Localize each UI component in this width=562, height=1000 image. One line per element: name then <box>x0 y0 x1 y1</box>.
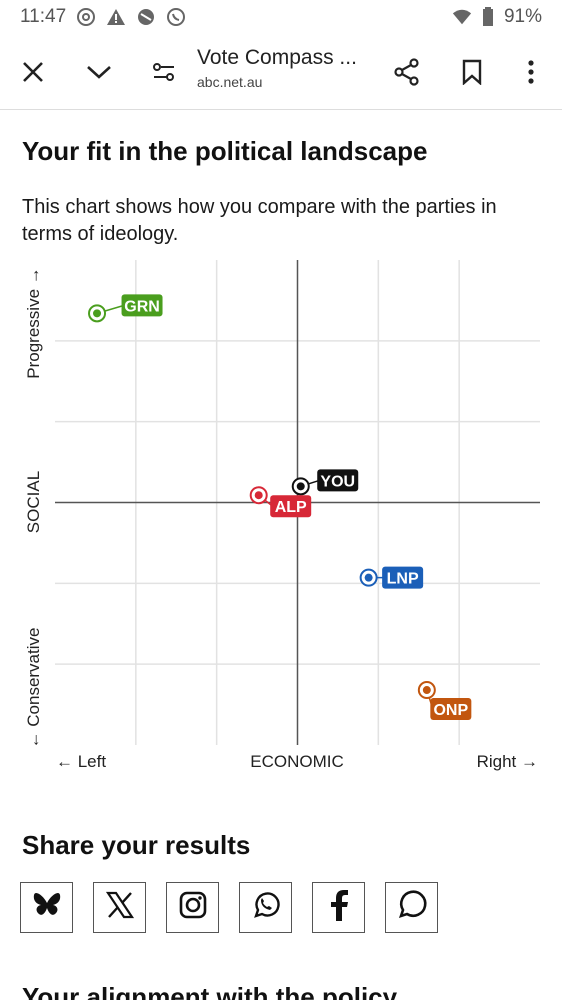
point-you: YOU <box>291 469 359 496</box>
whatsapp-icon <box>166 7 186 27</box>
point-label: LNP <box>387 571 419 588</box>
point-lnp: LNP <box>359 566 424 589</box>
chevron-down-icon[interactable] <box>77 50 121 94</box>
next-section-heading: Your alignment with the policy <box>22 982 398 1000</box>
whatsapp-icon <box>250 889 282 926</box>
point-label-badge <box>430 698 472 721</box>
point-label-badge <box>270 495 312 518</box>
whatsapp-share-button[interactable] <box>239 882 292 933</box>
share-title: Share your results <box>22 830 251 860</box>
point-label-badge <box>317 469 359 492</box>
y-bottom-label: ← Conservative <box>24 628 43 749</box>
browser-toolbar: Vote Compass ... abc.net.au <box>0 34 562 110</box>
bluesky-icon <box>31 891 63 924</box>
share-icon[interactable] <box>385 50 429 94</box>
messenger-share-button[interactable] <box>385 882 438 933</box>
page-title: Vote Compass ... <box>197 46 357 69</box>
bookmark-icon[interactable] <box>450 50 494 94</box>
point-label-badge <box>382 566 424 589</box>
do-not-disturb-icon <box>136 7 156 27</box>
status-bar: 11:47 91% <box>0 0 562 34</box>
political-landscape-chart: GRN YOU ALP LNP ONP ← Left ECONOMIC Right → Pro… <box>24 260 540 771</box>
tune-icon[interactable] <box>142 50 186 94</box>
point-alp: ALP <box>249 486 312 518</box>
more-icon[interactable] <box>509 50 553 94</box>
point-marker-dot <box>93 309 102 318</box>
share-buttons <box>20 882 438 933</box>
instagram-share-button[interactable] <box>166 882 219 933</box>
x-icon <box>105 890 135 925</box>
page-title-area[interactable]: Vote Compass ... abc.net.au <box>197 46 377 90</box>
wifi-icon <box>452 7 472 27</box>
chart-points: GRN YOU ALP LNP ONP <box>88 294 472 721</box>
point-grn: GRN <box>88 294 163 323</box>
instagram-icon <box>178 890 208 925</box>
point-label: ONP <box>433 702 468 719</box>
close-icon[interactable] <box>11 50 55 94</box>
y-axis-label: SOCIAL <box>24 471 43 533</box>
facebook-icon <box>328 889 350 926</box>
page-url: abc.net.au <box>197 74 263 90</box>
battery-icon <box>478 7 498 27</box>
bluesky-share-button[interactable] <box>20 882 73 933</box>
point-label: YOU <box>320 473 355 490</box>
x-share-button[interactable] <box>93 882 146 933</box>
section-description: This chart shows how you compare with th… <box>22 196 497 245</box>
x-axis-label: ECONOMIC <box>250 752 344 771</box>
point-label: GRN <box>124 298 160 315</box>
point-onp: ONP <box>417 681 472 721</box>
point-label-badge <box>121 294 163 317</box>
x-right-label: Right → <box>477 752 538 771</box>
point-marker-dot <box>364 573 373 582</box>
messenger-icon <box>396 889 428 926</box>
x-left-label: ← Left <box>56 752 106 771</box>
battery-level: 91% <box>503 6 542 27</box>
status-time: 11:47 <box>20 6 67 27</box>
point-marker-dot <box>422 686 431 695</box>
y-top-label: Progressive → <box>24 267 43 378</box>
chart-axis-labels: ← Left ECONOMIC Right → Progressive → SOCIAL… <box>24 267 538 771</box>
point-marker-dot <box>296 482 305 491</box>
warning-icon <box>106 7 126 27</box>
facebook-share-button[interactable] <box>312 882 365 933</box>
threads-icon <box>76 7 96 27</box>
point-label: ALP <box>275 499 307 516</box>
section-heading: Your fit in the political landscape <box>22 136 428 166</box>
point-marker-dot <box>254 491 263 500</box>
